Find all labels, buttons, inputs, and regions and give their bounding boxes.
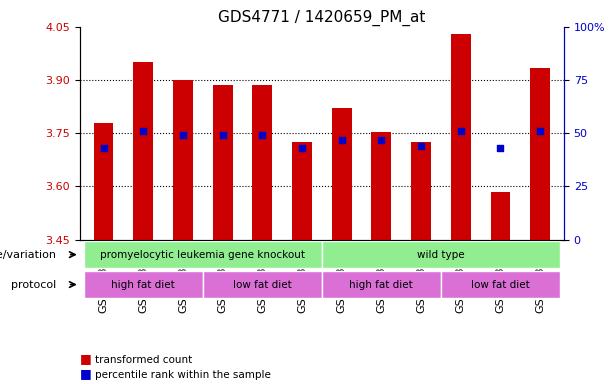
Point bbox=[218, 132, 227, 139]
Bar bbox=[213, 85, 232, 240]
FancyBboxPatch shape bbox=[322, 271, 441, 298]
Bar bbox=[490, 192, 511, 240]
Point bbox=[535, 128, 545, 134]
Text: ■: ■ bbox=[80, 367, 91, 380]
Text: high fat diet: high fat diet bbox=[349, 280, 413, 290]
Text: ■: ■ bbox=[80, 352, 91, 365]
Point bbox=[297, 145, 307, 151]
Bar bbox=[371, 131, 391, 240]
Text: promyelocytic leukemia gene knockout: promyelocytic leukemia gene knockout bbox=[101, 250, 305, 260]
Text: protocol: protocol bbox=[12, 280, 56, 290]
Point bbox=[99, 145, 109, 151]
Point bbox=[416, 143, 426, 149]
Bar bbox=[411, 142, 431, 240]
Bar bbox=[173, 80, 193, 240]
Title: GDS4771 / 1420659_PM_at: GDS4771 / 1420659_PM_at bbox=[218, 9, 425, 25]
Point bbox=[376, 137, 386, 143]
FancyBboxPatch shape bbox=[441, 271, 560, 298]
Text: wild type: wild type bbox=[417, 250, 465, 260]
Text: low fat diet: low fat diet bbox=[471, 280, 530, 290]
Bar bbox=[292, 142, 312, 240]
Bar bbox=[530, 68, 550, 240]
Point bbox=[495, 145, 505, 151]
Bar bbox=[94, 122, 113, 240]
FancyBboxPatch shape bbox=[83, 271, 203, 298]
Bar bbox=[133, 62, 153, 240]
Text: genotype/variation: genotype/variation bbox=[0, 250, 56, 260]
Text: percentile rank within the sample: percentile rank within the sample bbox=[95, 370, 271, 380]
Point bbox=[456, 128, 466, 134]
FancyBboxPatch shape bbox=[322, 241, 560, 268]
Point bbox=[337, 137, 346, 143]
Bar bbox=[332, 108, 352, 240]
Text: high fat diet: high fat diet bbox=[112, 280, 175, 290]
Text: low fat diet: low fat diet bbox=[233, 280, 292, 290]
FancyBboxPatch shape bbox=[83, 241, 322, 268]
Bar bbox=[451, 34, 471, 240]
Point bbox=[178, 132, 188, 139]
Point bbox=[139, 128, 148, 134]
FancyBboxPatch shape bbox=[203, 271, 322, 298]
Bar bbox=[253, 85, 272, 240]
Point bbox=[257, 132, 267, 139]
Text: transformed count: transformed count bbox=[95, 355, 192, 365]
